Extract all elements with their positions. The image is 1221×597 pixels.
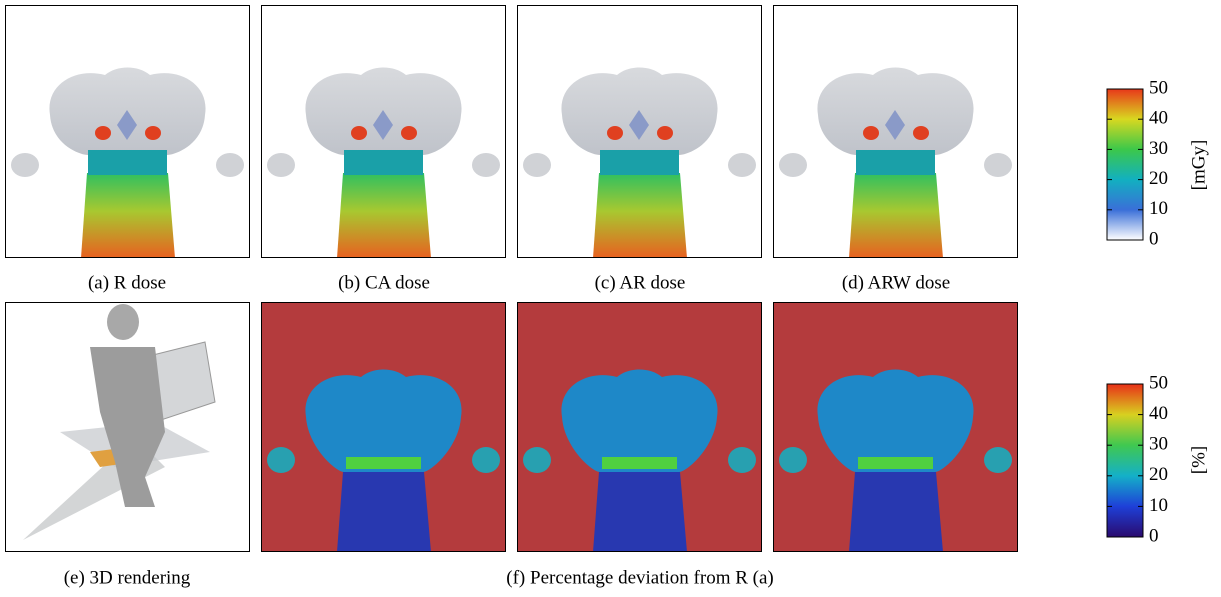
- caption: (d) ARW dose: [842, 272, 950, 293]
- panel: [773, 5, 1018, 258]
- tick-label: 50: [1149, 77, 1168, 98]
- limb: [728, 153, 756, 177]
- tick-label: 40: [1149, 403, 1168, 424]
- colorbar: [1107, 89, 1143, 240]
- caption: (c) AR dose: [595, 272, 686, 293]
- tick-label: 20: [1149, 464, 1168, 485]
- tick-label: 20: [1149, 168, 1168, 189]
- hotspot: [913, 126, 929, 140]
- figure: (a) R dose (b) CA dose (c) AR dose (d) A…: [0, 0, 1221, 597]
- dose-band: [600, 150, 679, 175]
- hotspot: [657, 126, 673, 140]
- panel: [517, 5, 762, 258]
- limb: [472, 153, 500, 177]
- tick-label: 50: [1149, 372, 1168, 393]
- hotspot: [607, 126, 623, 140]
- hotspot: [863, 126, 879, 140]
- limb: [984, 447, 1012, 473]
- limb: [728, 447, 756, 473]
- beam-region: [593, 472, 687, 552]
- limb: [267, 447, 295, 473]
- dose-band: [88, 150, 167, 175]
- limb: [11, 153, 39, 177]
- panel: [517, 302, 762, 552]
- tick-label: 30: [1149, 434, 1168, 455]
- body-region: [305, 370, 461, 473]
- limb: [523, 153, 551, 177]
- colorbar: [1107, 384, 1143, 537]
- caption: (b) CA dose: [338, 272, 430, 293]
- panel: [773, 302, 1018, 552]
- panel: [261, 302, 506, 552]
- panel: [5, 302, 250, 552]
- dose-beam: [593, 173, 687, 258]
- beam-region: [849, 472, 943, 552]
- hotspot: [351, 126, 367, 140]
- colorbar-label: [%]: [1188, 446, 1209, 474]
- tick-label: 0: [1149, 228, 1159, 249]
- band: [346, 457, 421, 469]
- band: [858, 457, 933, 469]
- colorbar-label: [mGy]: [1188, 140, 1209, 191]
- caption: (f) Percentage deviation from R (a): [506, 567, 773, 588]
- dose-beam: [81, 173, 175, 258]
- limb: [984, 153, 1012, 177]
- tick-label: 40: [1149, 108, 1168, 129]
- body-region: [561, 370, 717, 473]
- panel: [5, 5, 250, 258]
- hotspot: [145, 126, 161, 140]
- dose-beam: [337, 173, 431, 258]
- limb: [779, 153, 807, 177]
- band: [602, 457, 677, 469]
- caption: (e) 3D rendering: [64, 567, 191, 588]
- limb: [523, 447, 551, 473]
- page: (a) R dose (b) CA dose (c) AR dose (d) A…: [0, 0, 1221, 597]
- dose-band: [344, 150, 423, 175]
- dose-beam: [849, 173, 943, 258]
- hotspot: [95, 126, 111, 140]
- head: [107, 304, 139, 340]
- hotspot: [401, 126, 417, 140]
- tick-label: 10: [1149, 495, 1168, 516]
- tick-label: 0: [1149, 525, 1159, 546]
- limb: [779, 447, 807, 473]
- caption: (a) R dose: [88, 272, 166, 293]
- beam-region: [337, 472, 431, 552]
- limb: [267, 153, 295, 177]
- limb: [216, 153, 244, 177]
- dose-band: [856, 150, 935, 175]
- panel: [261, 5, 506, 258]
- tick-label: 10: [1149, 198, 1168, 219]
- tick-label: 30: [1149, 138, 1168, 159]
- limb: [472, 447, 500, 473]
- body-region: [817, 370, 973, 473]
